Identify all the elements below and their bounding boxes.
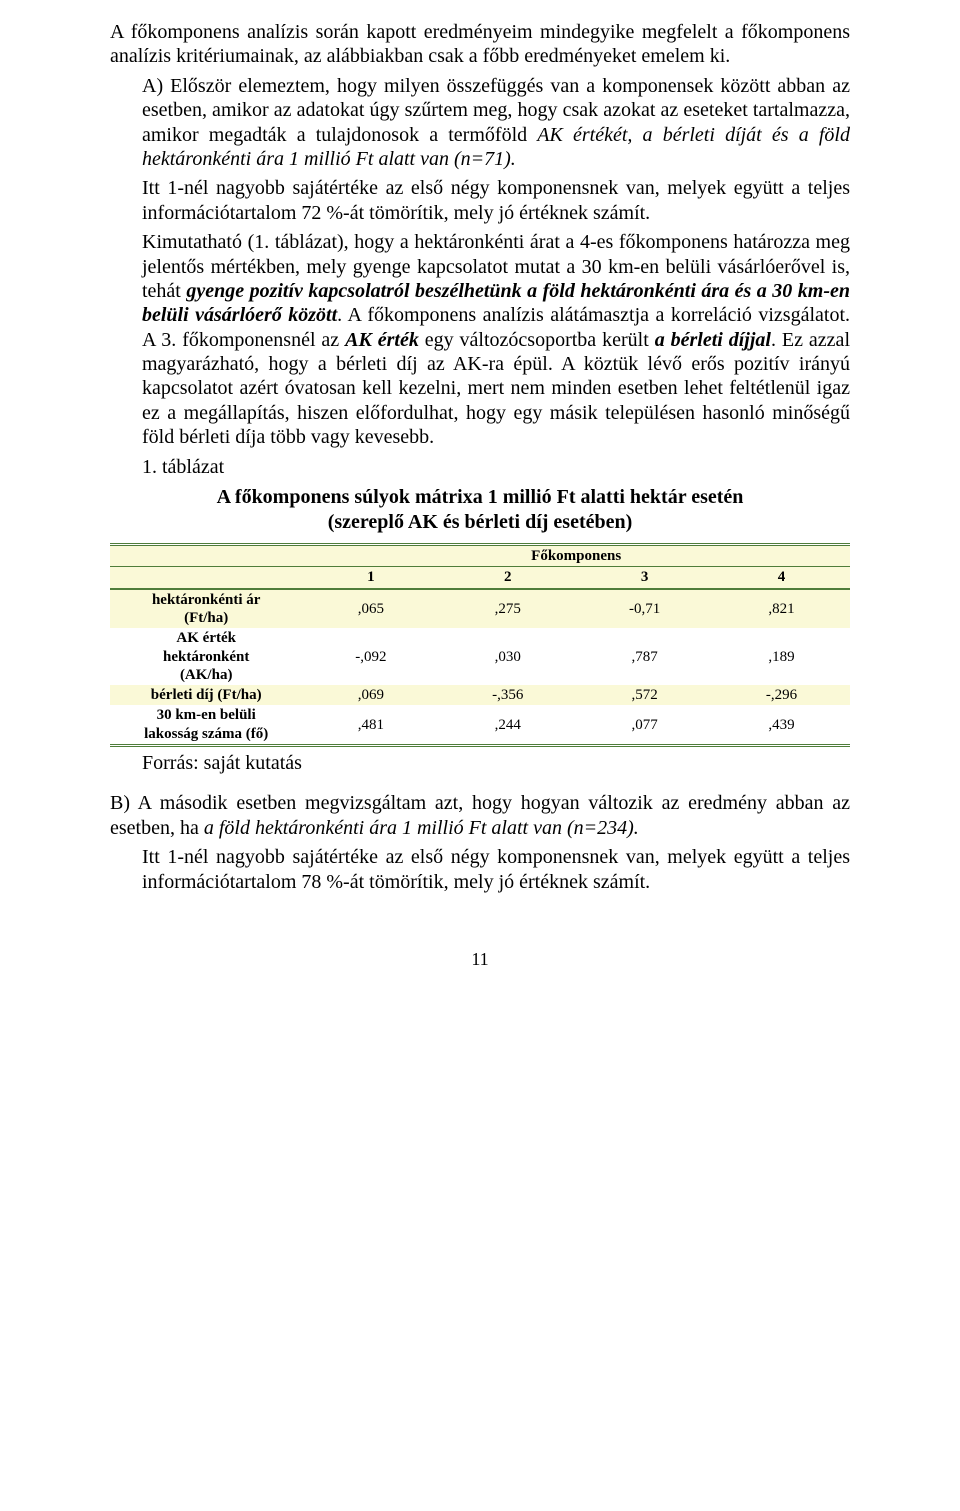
row-label-l2: hektáronként (163, 649, 249, 665)
table-group-label: Főkomponens (302, 545, 850, 567)
table-row: AK érték hektáronként (AK/ha) -,092 ,030… (110, 628, 850, 685)
row-label: AK érték hektáronként (AK/ha) (110, 628, 302, 685)
row-label: bérleti díj (Ft/ha) (110, 685, 302, 705)
row-label-l1: bérleti díj (Ft/ha) (151, 687, 262, 703)
col-2: 2 (439, 567, 576, 589)
paragraph-1: A főkomponens analízis során kapott ered… (110, 20, 850, 69)
paragraph-2: A) Először elemeztem, hogy milyen összef… (110, 74, 850, 172)
table-header-cols: 1 2 3 4 (110, 567, 850, 589)
table-row: hektáronkénti ár (Ft/ha) ,065 ,275 -0,71… (110, 589, 850, 629)
paragraph-6: Itt 1-nél nagyobb sajátértéke az első né… (110, 845, 850, 894)
p4-d: AK érték (345, 329, 419, 351)
table-header-blank (110, 567, 302, 589)
cell: ,481 (302, 705, 439, 745)
p5-b: a föld hektáronkénti ára 1 millió Ft ala… (204, 817, 639, 839)
table-caption-number: 1. táblázat (110, 455, 850, 479)
cell: -,092 (302, 628, 439, 685)
paragraph-3: Itt 1-nél nagyobb sajátértéke az első né… (110, 176, 850, 225)
col-1: 1 (302, 567, 439, 589)
table-title-line2: (szereplő AK és bérleti díj esetében) (328, 511, 633, 533)
table-row: bérleti díj (Ft/ha) ,069 -,356 ,572 -,29… (110, 685, 850, 705)
row-label-l1: hektáronkénti ár (152, 592, 260, 608)
cell: ,439 (713, 705, 850, 745)
p4-e: egy változócsoportba került (419, 329, 655, 351)
table-header-group: Főkomponens (110, 545, 850, 567)
row-label-l3: (AK/ha) (180, 667, 233, 683)
table-corner (110, 545, 302, 567)
cell: ,275 (439, 589, 576, 629)
paragraph-4: Kimutatható (1. táblázat), hogy a hektár… (110, 230, 850, 450)
cell: ,189 (713, 628, 850, 685)
row-label-l2: lakosság száma (fő) (144, 726, 268, 742)
p4-f: a bérleti díjjal (655, 329, 771, 351)
col-4: 4 (713, 567, 850, 589)
row-label-l1: 30 km-en belüli (157, 707, 256, 723)
col-3: 3 (576, 567, 713, 589)
page-number: 11 (110, 949, 850, 971)
row-label-l1: AK érték (176, 630, 236, 646)
loadings-table: Főkomponens 1 2 3 4 hektáronkénti ár (Ft… (110, 543, 850, 747)
cell: -0,71 (576, 589, 713, 629)
row-label: hektáronkénti ár (Ft/ha) (110, 589, 302, 629)
row-label: 30 km-en belüli lakosság száma (fő) (110, 705, 302, 745)
table-row: 30 km-en belüli lakosság száma (fő) ,481… (110, 705, 850, 745)
cell: ,030 (439, 628, 576, 685)
paragraph-5: B) A második esetben megvizsgáltam azt, … (110, 791, 850, 840)
cell: ,244 (439, 705, 576, 745)
row-label-l2: (Ft/ha) (184, 610, 228, 626)
cell: ,572 (576, 685, 713, 705)
cell: ,069 (302, 685, 439, 705)
cell: -,296 (713, 685, 850, 705)
table-title-line1: A főkomponens súlyok mátrixa 1 millió Ft… (217, 486, 744, 508)
cell: -,356 (439, 685, 576, 705)
cell: ,821 (713, 589, 850, 629)
page-container: A főkomponens analízis során kapott ered… (0, 0, 960, 1011)
cell: ,787 (576, 628, 713, 685)
cell: ,065 (302, 589, 439, 629)
cell: ,077 (576, 705, 713, 745)
table-source: Forrás: saját kutatás (110, 751, 850, 775)
table-title: A főkomponens súlyok mátrixa 1 millió Ft… (110, 485, 850, 535)
